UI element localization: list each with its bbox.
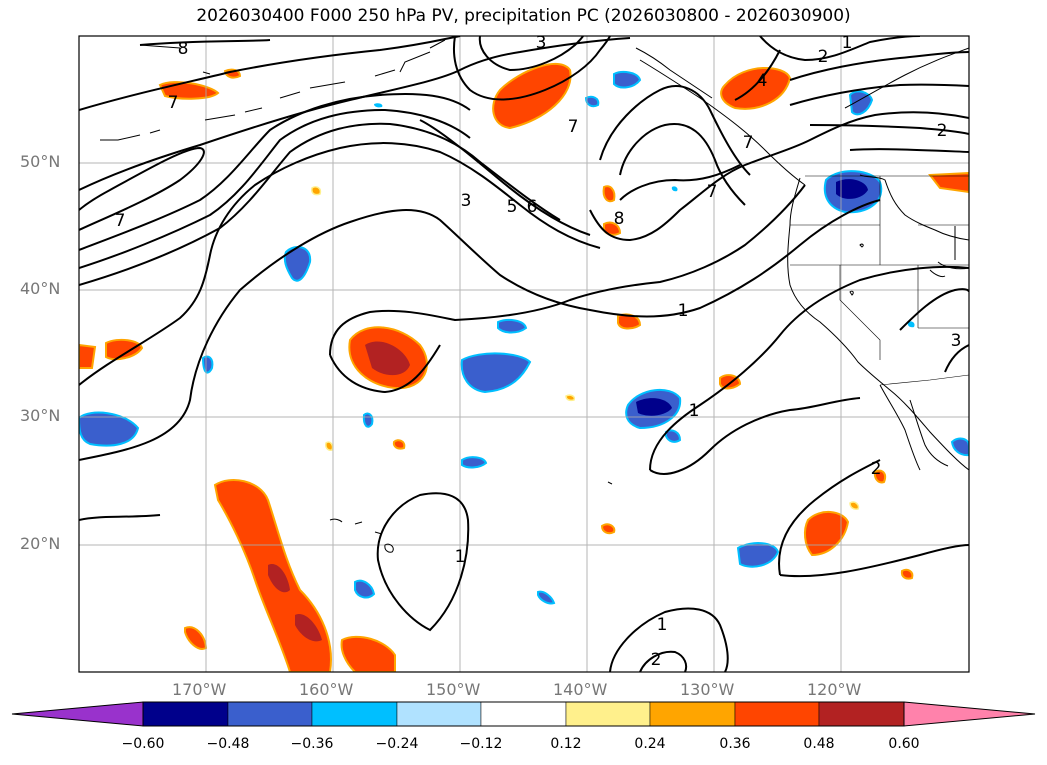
colorbar-bin — [311, 701, 398, 727]
lon-label: 140°W — [553, 680, 608, 699]
contour-label: 2 — [871, 459, 882, 479]
colorbar-tick: 0.12 — [550, 736, 582, 752]
colorbar-bin — [396, 701, 482, 727]
contour-label: 1 — [842, 33, 853, 53]
colorbar-tick: −0.48 — [206, 736, 250, 752]
colorbar-bin — [142, 701, 229, 727]
map-frame — [78, 35, 970, 673]
colorbar-tick: −0.12 — [459, 736, 503, 752]
colorbar-bin — [565, 701, 651, 727]
colorbar-bin — [227, 701, 313, 727]
contour-label: 8 — [614, 209, 625, 229]
colorbar-tick: −0.24 — [375, 736, 419, 752]
colorbar-bin — [649, 701, 736, 727]
contour-label: 2 — [937, 121, 948, 141]
lat-label: 20°N — [20, 534, 61, 553]
contour-label: 4 — [757, 71, 768, 91]
contour-label: 5 — [507, 197, 518, 217]
lon-label: 130°W — [680, 680, 735, 699]
lon-label: 170°W — [172, 680, 227, 699]
contour-label: 7 — [115, 211, 126, 231]
colorbar-tick: 0.60 — [888, 736, 920, 752]
map-title: 2026030400 F000 250 hPa PV, precipitatio… — [196, 6, 851, 26]
colorbar-tick: 0.24 — [634, 736, 666, 752]
colorbar — [11, 701, 1036, 727]
contour-label: 3 — [536, 33, 547, 53]
colorbar-bin — [818, 701, 905, 727]
contour-label: 8 — [178, 39, 189, 59]
contour-label: 7 — [168, 93, 179, 113]
colorbar-tick: 0.48 — [803, 736, 835, 752]
colorbar-tick: −0.60 — [121, 736, 165, 752]
lat-label: 40°N — [20, 279, 61, 298]
contour-label: 7 — [743, 133, 754, 153]
contour-label: 7 — [568, 117, 579, 137]
contour-label: 7 — [707, 182, 718, 202]
colorbar-outline — [142, 701, 905, 727]
colorbar-tick: 0.36 — [719, 736, 751, 752]
lat-label: 30°N — [20, 406, 61, 425]
graticule — [79, 36, 969, 672]
contour-label: 1 — [678, 301, 689, 321]
colorbar-extend-right — [903, 701, 1036, 727]
lat-label: 50°N — [20, 152, 61, 171]
colorbar-extend-left — [11, 701, 144, 727]
lon-label: 120°W — [807, 680, 862, 699]
lon-label: 160°W — [299, 680, 354, 699]
contour-labels: 8 3 1 2 4 7 7 2 7 7 3 5 6 8 7 1 1 3 2 1 … — [115, 33, 962, 670]
precip-negative-blobs — [79, 71, 969, 605]
coastlines — [100, 39, 969, 553]
contour-label: 1 — [455, 547, 466, 567]
contour-label: 3 — [461, 191, 472, 211]
contour-label: 1 — [689, 401, 700, 421]
contour-label: 2 — [651, 650, 662, 670]
contour-label: 2 — [818, 47, 829, 67]
state-borders — [790, 175, 969, 386]
colorbar-bin — [734, 701, 820, 727]
contour-label: 1 — [657, 615, 668, 635]
colorbar-bin — [480, 701, 567, 727]
colorbar-tick: −0.36 — [290, 736, 334, 752]
pv-contours — [79, 36, 969, 672]
lon-label: 150°W — [426, 680, 481, 699]
contour-label: 6 — [527, 197, 538, 217]
contour-label: 3 — [951, 331, 962, 351]
